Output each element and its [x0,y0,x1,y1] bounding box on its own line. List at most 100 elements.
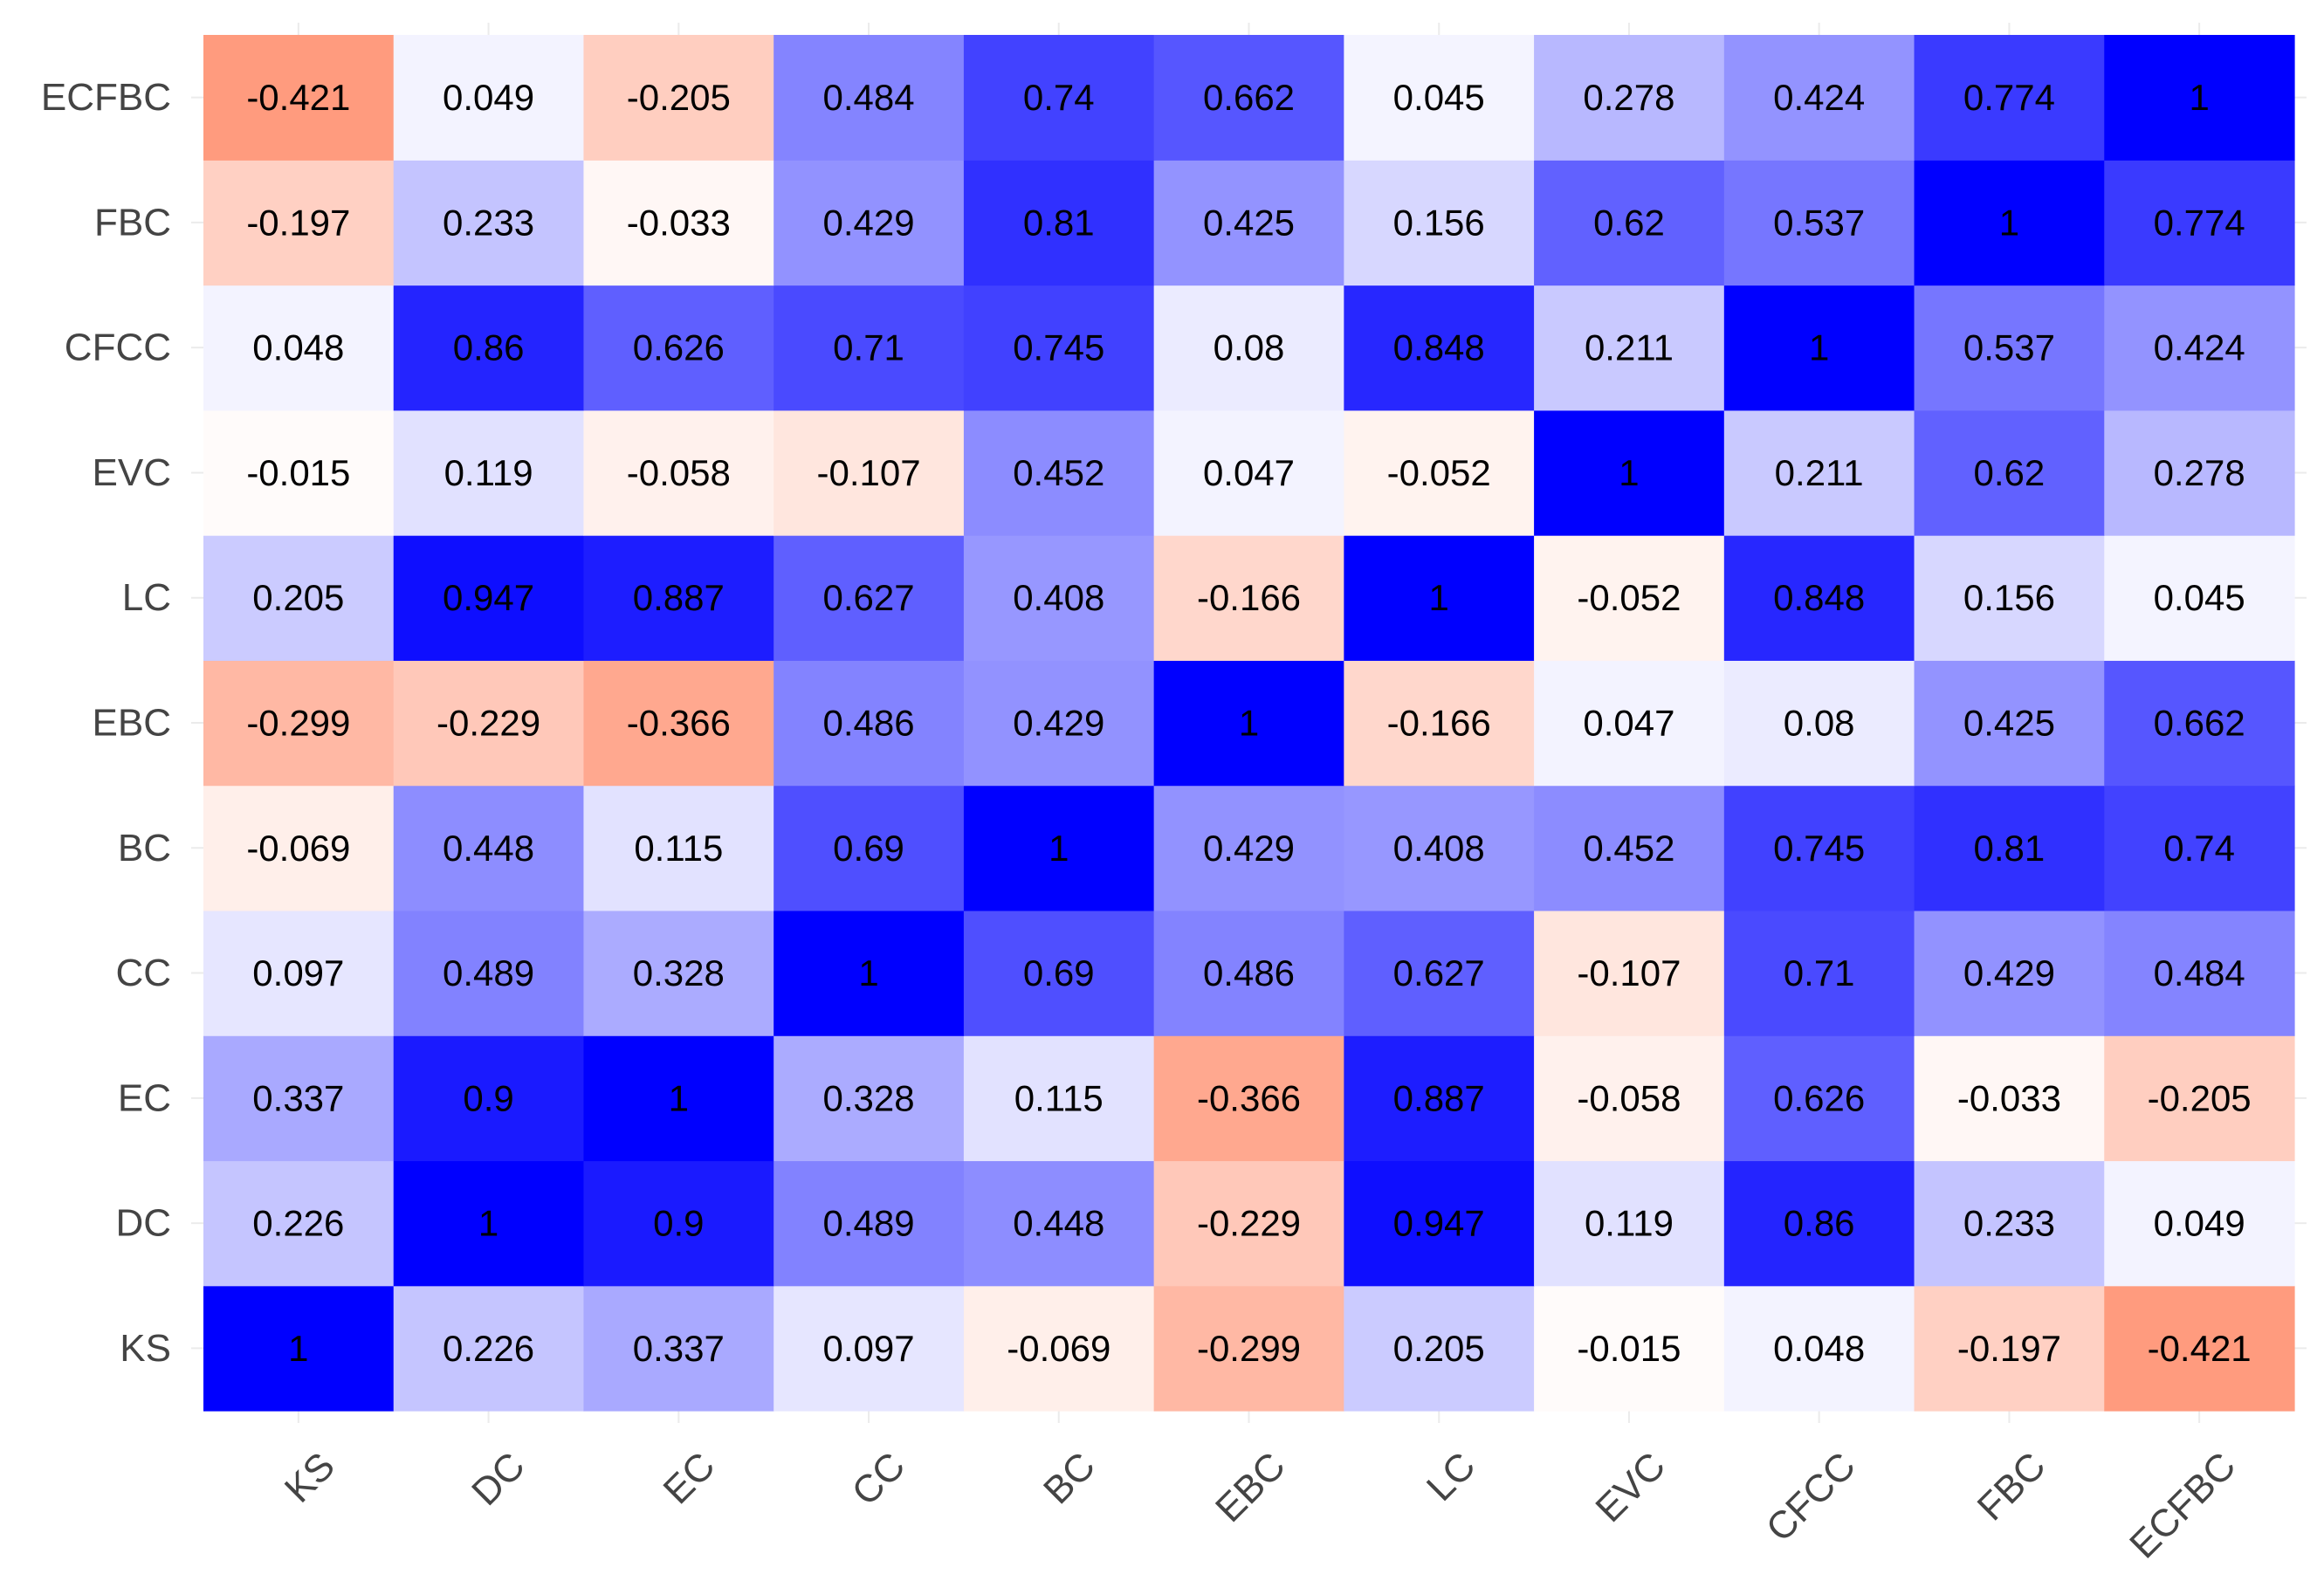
heatmap-cell-fbc-ebc [1153,160,1344,286]
heatmap-cell-cfcc-ks [203,285,395,411]
heatmap-cell-ks-ec [583,1285,774,1412]
cell-value-label: 0.048 [1773,1328,1865,1369]
heatmap-cell-lc-dc [393,535,585,661]
heatmap-cell-fbc-cc [774,160,965,286]
cell-value-label: -0.015 [1577,1328,1681,1369]
cell-value-label: 0.047 [1203,452,1295,493]
heatmap-cells: 1 0.226 0.337 0.097 -0.069 -0.299 0.205 -0.015 0… [203,35,2295,1412]
heatmap-cell-lc-ecfbc [2104,535,2295,661]
heatmap-cell-cc-ecfbc [2104,910,2295,1036]
cell-value-label: 0.08 [1214,327,1285,368]
cell-value-label: 0.045 [1393,77,1485,118]
heatmap-cell-cfcc-bc [963,285,1155,411]
cell-value-label: 0.62 [1974,452,2046,493]
heatmap-cell-cc-bc [963,910,1155,1036]
x-tick-label-fbc: FBC [1970,1444,2054,1529]
cell-value-label: -0.166 [1387,703,1491,744]
heatmap-cell-cc-ec [583,910,774,1036]
cell-value-label: -0.205 [627,77,731,118]
heatmap-cell-fbc-bc [963,160,1155,286]
heatmap-cell-bc-dc [393,785,585,911]
cell-value-label: 0.429 [822,202,914,243]
cell-value-label: 0.425 [1963,703,2055,744]
cell-value-label: 0.745 [1013,327,1104,368]
heatmap-cell-lc-ec [583,535,774,661]
heatmap-cell-ks-evc [1534,1285,1725,1412]
cell-value-label: 0.71 [1784,952,1855,993]
heatmap-cell-ecfbc-ecfbc [2104,35,2295,161]
heatmap-cell-fbc-lc [1344,160,1535,286]
heatmap-cell-cfcc-ecfbc [2104,285,2295,411]
x-tick-label-ecfbc: ECFBC [2121,1444,2244,1566]
heatmap-cell-bc-lc [1344,785,1535,911]
cell-value-label: 0.278 [1583,77,1674,118]
cell-value-label: 0.045 [2154,577,2245,618]
heatmap-cell-cfcc-dc [393,285,585,411]
cell-value-label: 0.9 [653,1203,704,1244]
cell-value-label: 0.211 [1775,452,1864,493]
cell-value-label: 0.226 [443,1328,534,1369]
cell-value-label: 0.62 [1593,202,1665,243]
cell-value-label: 0.489 [822,1203,914,1244]
heatmap-cell-bc-ks [203,785,395,911]
y-tick-label-ebc: EBC [93,702,171,745]
x-tick-label-evc: EVC [1587,1444,1674,1530]
x-tick-label-dc: DC [464,1444,533,1514]
cell-value-label: 0.848 [1773,577,1865,618]
heatmap-cell-fbc-cfcc [1723,160,1915,286]
cell-value-label: 0.745 [1773,828,1865,869]
cell-value-label: -0.069 [1007,1328,1110,1369]
cell-value-label: 0.097 [822,1328,914,1369]
heatmap-cell-ec-dc [393,1035,585,1162]
heatmap-cell-fbc-ks [203,160,395,286]
cell-value-label: 0.048 [252,327,344,368]
cell-value-label: 0.484 [822,77,914,118]
heatmap-cell-fbc-ecfbc [2104,160,2295,286]
heatmap-cell-evc-cc [774,409,965,536]
heatmap-cell-ecfbc-fbc [1914,35,2105,161]
heatmap-cell-ks-ecfbc [2104,1285,2295,1412]
cell-value-label: -0.197 [246,202,350,243]
heatmap-cell-cfcc-cfcc [1723,285,1915,411]
cell-value-label: 1 [2189,77,2209,118]
cell-value-label: 0.86 [453,327,525,368]
y-tick-label-ec: EC [118,1076,171,1119]
cell-value-label: -0.366 [1197,1077,1301,1118]
cell-value-label: 0.097 [252,952,344,993]
heatmap-cell-dc-cfcc [1723,1160,1915,1287]
heatmap-cell-evc-evc [1534,409,1725,536]
heatmap-cell-cc-dc [393,910,585,1036]
heatmap-cell-dc-ecfbc [2104,1160,2295,1287]
heatmap-cell-evc-ks [203,409,395,536]
cell-value-label: -0.166 [1197,577,1301,618]
cell-value-label: 0.278 [2154,452,2245,493]
cell-value-label: 0.86 [1784,1203,1855,1244]
cell-value-label: -0.107 [817,452,921,493]
heatmap-cell-cc-cfcc [1723,910,1915,1036]
cell-value-label: 0.452 [1013,452,1104,493]
heatmap-cell-dc-bc [963,1160,1155,1287]
cell-value-label: 0.115 [1014,1077,1104,1118]
cell-value-label: 0.049 [2154,1203,2245,1244]
cell-value-label: -0.197 [1957,1328,2061,1369]
cell-value-label: 0.486 [1203,952,1295,993]
cell-value-label: 0.71 [833,327,904,368]
heatmap-cell-ec-lc [1344,1035,1535,1162]
cell-value-label: -0.058 [1577,1077,1681,1118]
x-tick-label-bc: BC [1035,1444,1104,1512]
cell-value-label: 0.429 [1013,703,1104,744]
heatmap-cell-lc-fbc [1914,535,2105,661]
cell-value-label: 0.408 [1393,828,1485,869]
cell-value-label: 0.429 [1963,952,2055,993]
heatmap-cell-dc-lc [1344,1160,1535,1287]
heatmap-cell-dc-evc [1534,1160,1725,1287]
cell-value-label: 0.429 [1203,828,1295,869]
cell-value-label: 0.205 [252,577,344,618]
heatmap-cell-cc-ks [203,910,395,1036]
heatmap-cell-lc-cfcc [1723,535,1915,661]
heatmap-cell-ks-ebc [1153,1285,1344,1412]
cell-value-label: 0.774 [2154,202,2245,243]
heatmap-cell-bc-fbc [1914,785,2105,911]
heatmap-cell-ks-cc [774,1285,965,1412]
cell-value-label: -0.033 [627,202,731,243]
